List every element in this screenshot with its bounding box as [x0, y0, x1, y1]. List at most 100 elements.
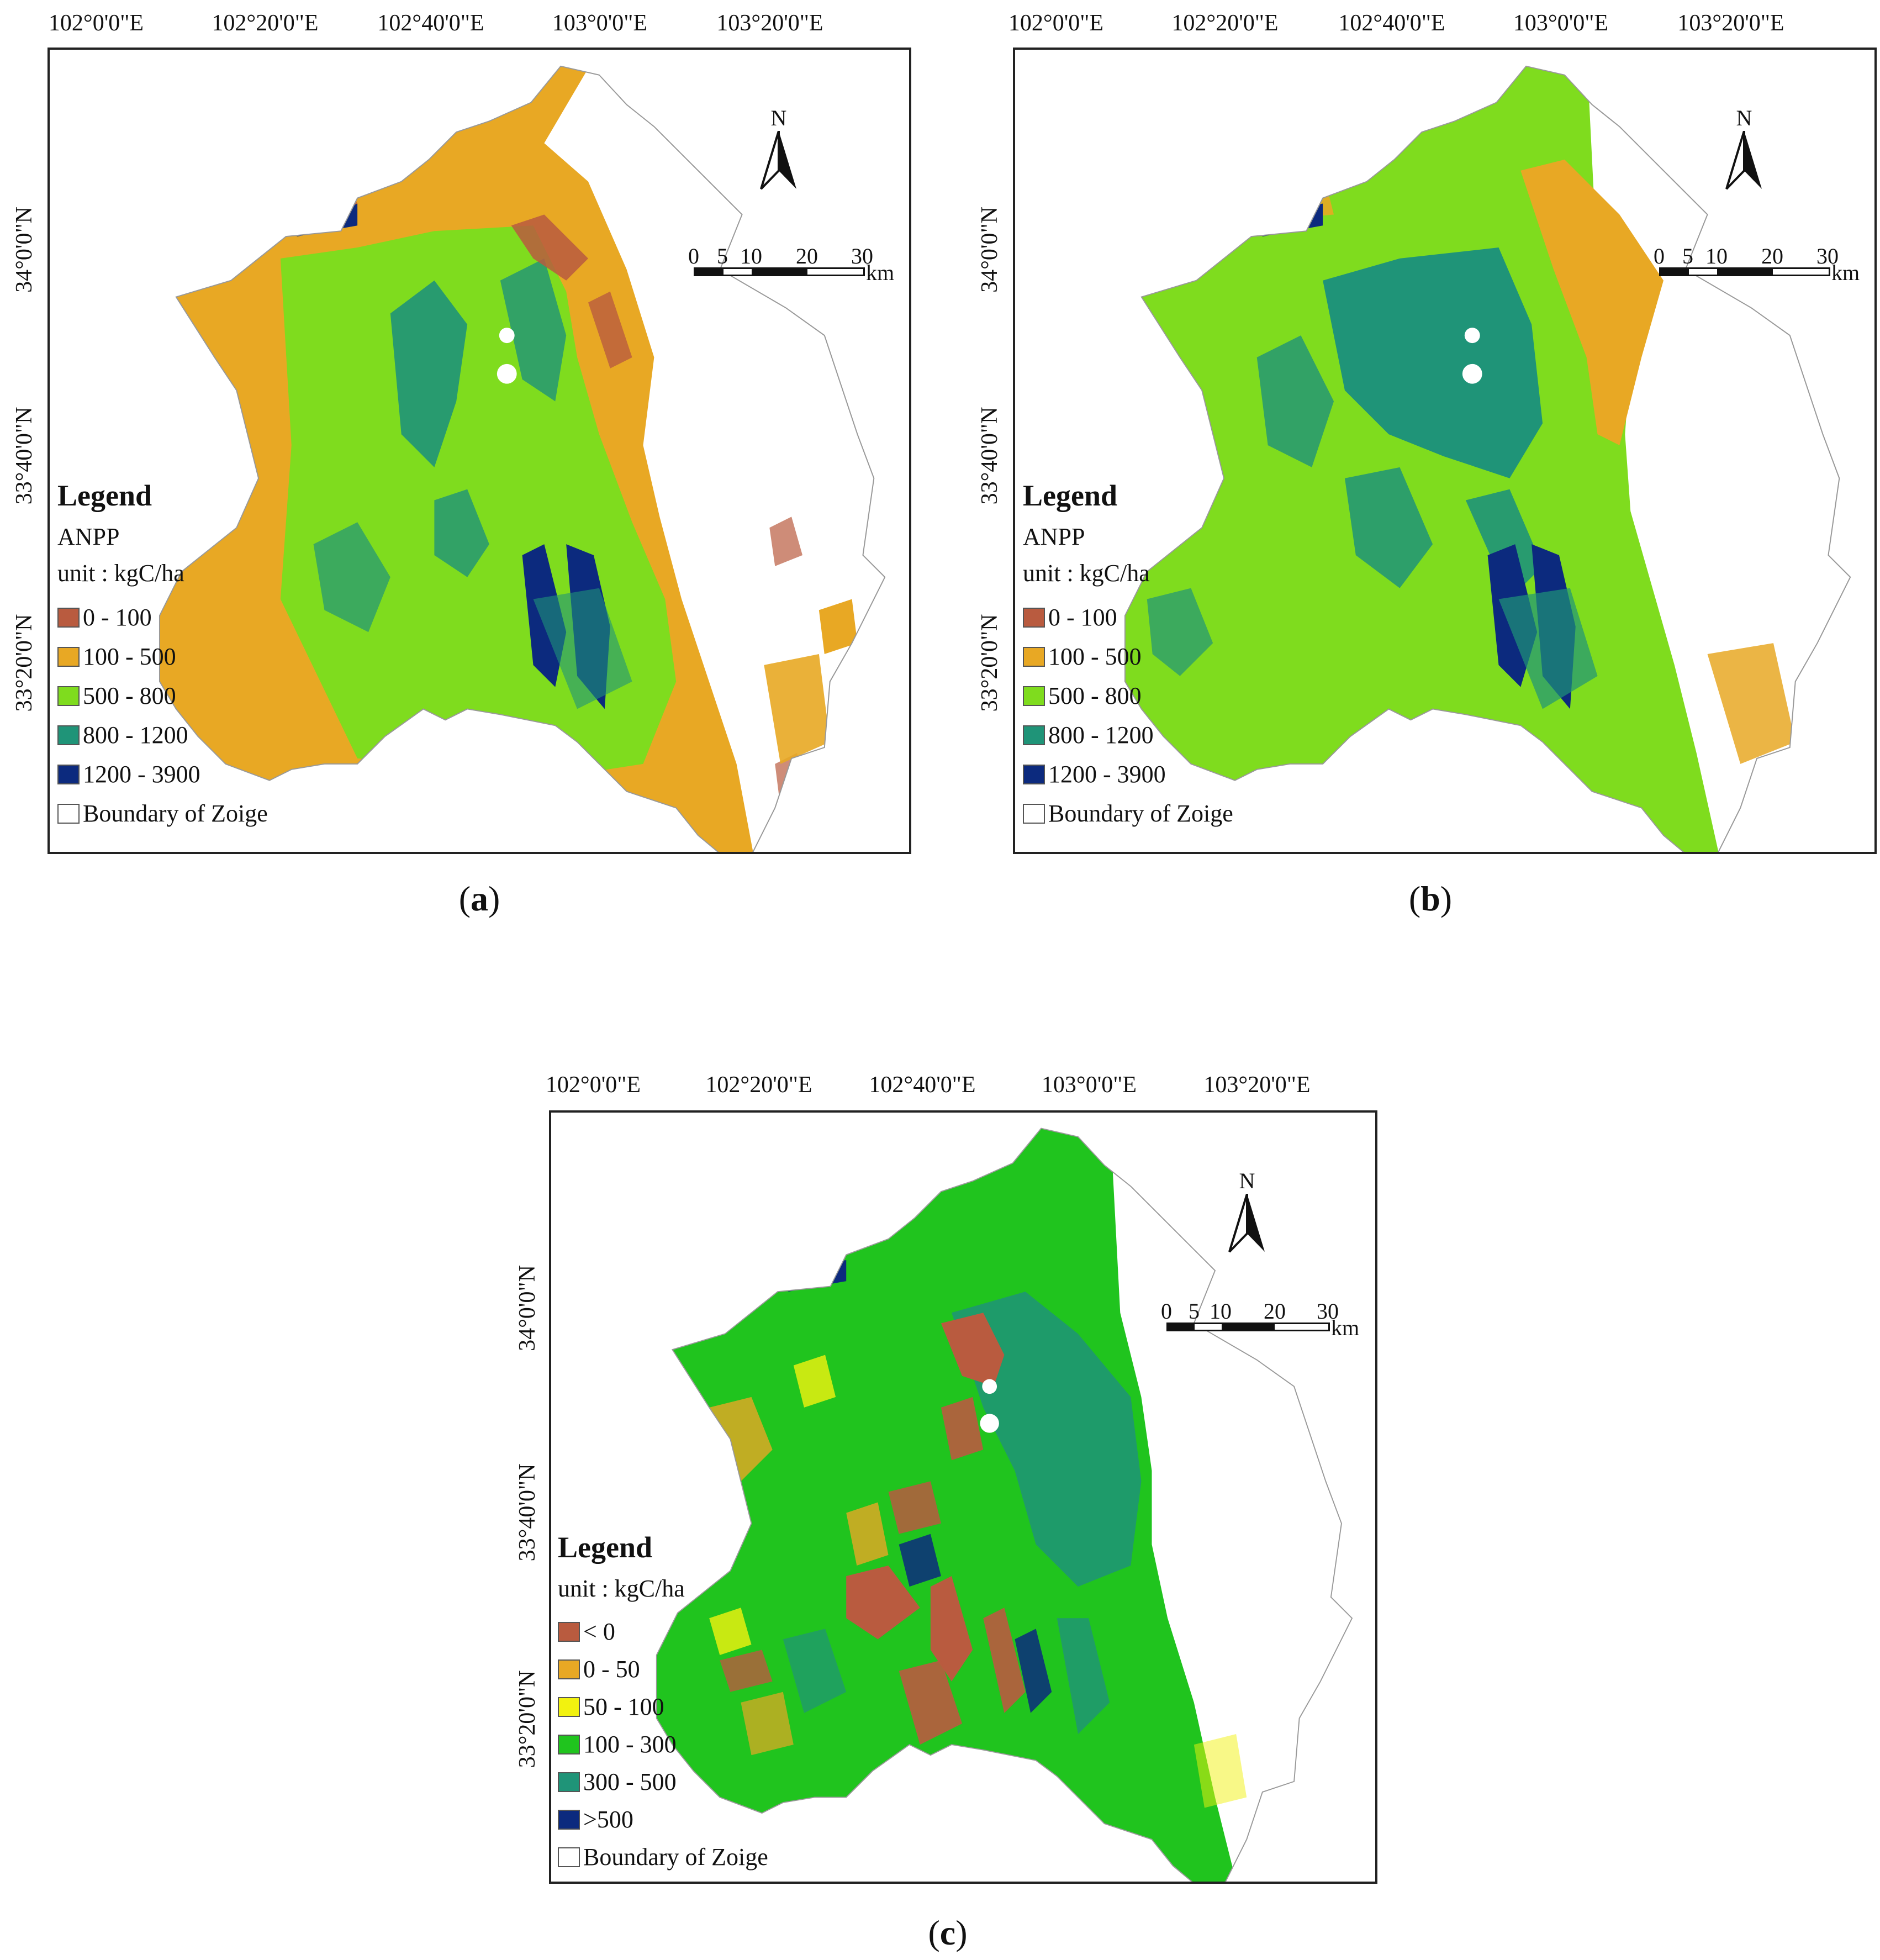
legend-item: >500 [558, 1801, 768, 1838]
legend-label: 0 - 50 [583, 1656, 640, 1683]
legend-swatch [1023, 646, 1045, 667]
legend-label: 800 - 1200 [1048, 721, 1154, 749]
legend: Legend ANPP unit : kgC/ha 0 - 100 100 - 5… [57, 481, 268, 833]
legend-label: 0 - 100 [1048, 603, 1117, 631]
legend-label: 1200 - 3900 [83, 760, 200, 788]
longitude-label: 102°40'0"E [1338, 10, 1445, 36]
latitude-label: 34°0'0"N [12, 207, 37, 293]
legend-label: 100 - 500 [83, 642, 176, 670]
legend-label: Boundary of Zoige [583, 1843, 768, 1871]
panel-caption: (b) [1408, 879, 1453, 918]
legend-item: 800 - 1200 [1023, 715, 1233, 755]
legend-swatch [558, 1659, 580, 1679]
legend-swatch [57, 646, 80, 667]
legend-item: Boundary of Zoige [1023, 794, 1233, 833]
legend-label: Boundary of Zoige [83, 799, 268, 827]
legend-label: < 0 [583, 1618, 615, 1645]
legend-swatch [1023, 686, 1045, 706]
north-arrow-icon: N [1722, 105, 1766, 194]
legend-item: < 0 [558, 1613, 768, 1651]
legend-swatch [57, 686, 80, 706]
scale-bar: 0 5 10 20 30 km [688, 244, 895, 285]
longitude-label: 102°0'0"E [545, 1072, 641, 1098]
latitude-label: 33°20'0"N [515, 1670, 540, 1768]
legend: Legend unit : kgC/ha < 0 0 - 50 50 - 100 10… [558, 1532, 768, 1876]
longitude-label: 102°20'0"E [705, 1072, 812, 1098]
legend-item: Boundary of Zoige [558, 1838, 768, 1876]
longitude-label: 103°20'0"E [716, 10, 823, 36]
legend-label: 50 - 100 [583, 1693, 664, 1720]
anpp-map-a [159, 65, 886, 852]
longitude-label: 103°0'0"E [552, 10, 648, 36]
legend-swatch [558, 1622, 580, 1642]
legend-label: 300 - 500 [583, 1768, 677, 1795]
legend-label: 100 - 300 [583, 1731, 677, 1758]
legend-swatch [558, 1772, 580, 1792]
longitude-label: 102°20'0"E [1171, 10, 1279, 36]
legend-label: 1200 - 3900 [1048, 760, 1166, 788]
legend-label: 500 - 800 [1048, 682, 1142, 709]
legend-title: Legend [558, 1531, 653, 1564]
legend-swatch [1023, 803, 1045, 824]
longitude-label: 103°0'0"E [1041, 1072, 1137, 1098]
legend-swatch [1023, 725, 1045, 745]
legend-item: 1200 - 3900 [57, 755, 268, 794]
legend-item: 0 - 100 [1023, 598, 1233, 637]
legend-item: 0 - 100 [57, 598, 268, 637]
longitude-label: 102°40'0"E [869, 1072, 976, 1098]
legend-item: 500 - 800 [57, 676, 268, 715]
legend-label: >500 [583, 1806, 633, 1833]
anpp-change-map-c [656, 1127, 1353, 1882]
legend-swatch [558, 1697, 580, 1717]
map-frame: N 0 5 10 20 30 km Legend ANPP unit : kgC… [1013, 48, 1877, 854]
legend-item: 500 - 800 [1023, 676, 1233, 715]
legend-item: 1200 - 3900 [1023, 755, 1233, 794]
legend: Legend ANPP unit : kgC/ha 0 - 100 100 - 5… [1023, 481, 1233, 833]
longitude-label: 103°0'0"E [1513, 10, 1609, 36]
scale-bar: 0 5 10 20 30 km [1654, 244, 1860, 285]
panel-caption: (c) [928, 1913, 968, 1952]
legend-label: 500 - 800 [83, 682, 176, 709]
legend-item: Boundary of Zoige [57, 794, 268, 833]
north-arrow-icon: N [1225, 1168, 1269, 1257]
latitude-label: 33°40'0"N [515, 1463, 540, 1562]
legend-variable: ANPP [1023, 523, 1085, 550]
panel-caption: (a) [458, 879, 500, 918]
latitude-label: 34°0'0"N [515, 1265, 540, 1351]
legend-unit: unit : kgC/ha [57, 560, 184, 587]
legend-item: 0 - 50 [558, 1651, 768, 1688]
longitude-label: 103°20'0"E [1203, 1072, 1311, 1098]
legend-swatch [57, 764, 80, 784]
legend-item: 800 - 1200 [57, 715, 268, 755]
latitude-label: 33°40'0"N [12, 407, 37, 505]
legend-swatch [57, 607, 80, 628]
legend-variable: ANPP [57, 523, 120, 550]
longitude-label: 102°0'0"E [48, 10, 144, 36]
legend-item: 100 - 500 [57, 637, 268, 676]
latitude-label: 33°20'0"N [977, 614, 1002, 712]
legend-swatch [57, 803, 80, 824]
longitude-label: 103°20'0"E [1677, 10, 1784, 36]
legend-title: Legend [57, 479, 152, 512]
longitude-label: 102°20'0"E [212, 10, 319, 36]
latitude-label: 33°40'0"N [977, 407, 1002, 505]
legend-title: Legend [1023, 479, 1118, 512]
longitude-label: 102°0'0"E [1008, 10, 1104, 36]
anpp-map-b [1124, 65, 1851, 852]
legend-label: 800 - 1200 [83, 721, 188, 749]
longitude-label: 102°40'0"E [377, 10, 484, 36]
legend-swatch [1023, 607, 1045, 628]
map-frame: N 0 5 10 20 30 km Legend ANPP unit : kgC… [47, 48, 911, 854]
legend-label: Boundary of Zoige [1048, 799, 1233, 827]
legend-item: 100 - 500 [1023, 637, 1233, 676]
legend-item: 300 - 500 [558, 1763, 768, 1801]
legend-swatch [558, 1810, 580, 1830]
scale-bar: 0 5 10 20 30 km [1161, 1299, 1360, 1340]
legend-item: 100 - 300 [558, 1726, 768, 1763]
latitude-label: 34°0'0"N [977, 207, 1002, 293]
legend-label: 0 - 100 [83, 603, 152, 631]
north-arrow-icon: N [757, 105, 801, 194]
legend-item: 50 - 100 [558, 1688, 768, 1726]
map-frame: N 0 5 10 20 30 km Legend unit : kgC/ha <… [549, 1110, 1377, 1884]
legend-swatch [57, 725, 80, 745]
